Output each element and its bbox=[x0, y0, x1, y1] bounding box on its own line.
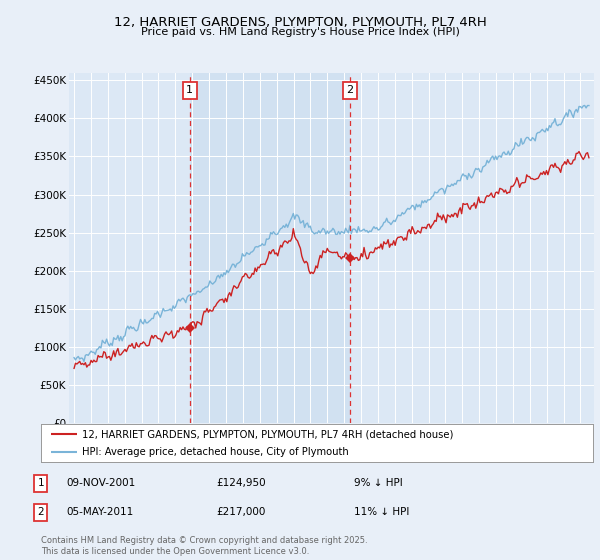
Text: £217,000: £217,000 bbox=[216, 507, 265, 517]
Text: 05-MAY-2011: 05-MAY-2011 bbox=[66, 507, 133, 517]
Text: HPI: Average price, detached house, City of Plymouth: HPI: Average price, detached house, City… bbox=[82, 447, 349, 458]
Text: 2: 2 bbox=[37, 507, 44, 517]
Text: 1: 1 bbox=[37, 478, 44, 488]
Text: £124,950: £124,950 bbox=[216, 478, 266, 488]
Bar bbox=[190, 73, 350, 423]
Text: 2: 2 bbox=[347, 85, 353, 95]
Text: 9% ↓ HPI: 9% ↓ HPI bbox=[354, 478, 403, 488]
Text: 12, HARRIET GARDENS, PLYMPTON, PLYMOUTH, PL7 4RH (detached house): 12, HARRIET GARDENS, PLYMPTON, PLYMOUTH,… bbox=[82, 429, 454, 439]
Text: 09-NOV-2001: 09-NOV-2001 bbox=[66, 478, 135, 488]
Text: 1: 1 bbox=[186, 85, 193, 95]
Text: Price paid vs. HM Land Registry's House Price Index (HPI): Price paid vs. HM Land Registry's House … bbox=[140, 27, 460, 37]
Text: 11% ↓ HPI: 11% ↓ HPI bbox=[354, 507, 409, 517]
Text: Contains HM Land Registry data © Crown copyright and database right 2025.
This d: Contains HM Land Registry data © Crown c… bbox=[41, 536, 367, 556]
Text: 12, HARRIET GARDENS, PLYMPTON, PLYMOUTH, PL7 4RH: 12, HARRIET GARDENS, PLYMPTON, PLYMOUTH,… bbox=[113, 16, 487, 29]
